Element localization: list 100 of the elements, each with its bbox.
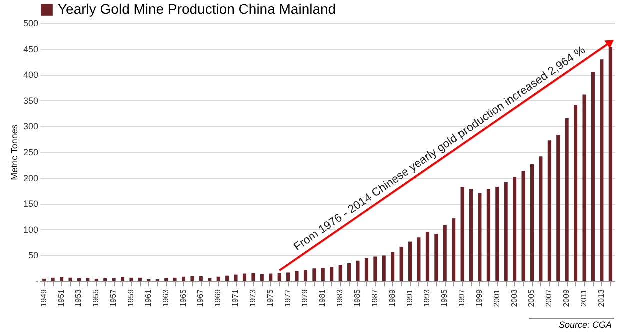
y-tick-label: 250 bbox=[23, 148, 38, 158]
bar bbox=[574, 105, 578, 281]
bar bbox=[452, 218, 456, 281]
bar bbox=[321, 268, 325, 281]
x-tick-label: 1997 bbox=[458, 288, 467, 308]
x-tick-label: 2001 bbox=[492, 288, 502, 308]
x-tick-label: 2005 bbox=[527, 288, 536, 308]
bar bbox=[582, 94, 586, 281]
x-tick-label: 1963 bbox=[161, 288, 170, 308]
x-tick-label: 1991 bbox=[405, 288, 414, 308]
bar bbox=[530, 164, 534, 281]
x-tick-label: 2007 bbox=[544, 288, 554, 308]
legend-label: Yearly Gold Mine Production China Mainland bbox=[58, 1, 336, 17]
bar bbox=[374, 256, 378, 281]
bar bbox=[286, 272, 290, 281]
bar bbox=[469, 189, 474, 281]
x-tick-label: 1983 bbox=[336, 288, 345, 308]
bar bbox=[443, 225, 447, 281]
bar bbox=[226, 276, 230, 281]
x-tick-label: 1959 bbox=[126, 288, 136, 308]
bar bbox=[121, 277, 125, 281]
bar bbox=[504, 182, 508, 281]
x-tick-label: 1961 bbox=[144, 288, 153, 308]
x-tick-label: 1999 bbox=[474, 288, 484, 308]
bar bbox=[77, 278, 81, 281]
bar bbox=[182, 276, 186, 281]
x-tick-label: 1953 bbox=[74, 288, 84, 308]
bar bbox=[278, 273, 282, 281]
y-tick-label: 50 bbox=[28, 250, 38, 261]
bar bbox=[591, 72, 595, 281]
bar bbox=[382, 256, 386, 281]
x-tick-label: 1955 bbox=[92, 288, 101, 308]
bar bbox=[338, 265, 342, 281]
bar bbox=[260, 274, 264, 281]
bar bbox=[208, 278, 212, 281]
bar bbox=[138, 278, 142, 281]
bar bbox=[408, 242, 412, 281]
bar bbox=[68, 278, 72, 281]
y-tick-label: 400 bbox=[23, 70, 38, 80]
bar bbox=[242, 274, 246, 281]
bar bbox=[216, 276, 220, 281]
x-tick-label: 1995 bbox=[440, 288, 450, 308]
x-tick-label: 1975 bbox=[266, 288, 275, 308]
bar bbox=[496, 187, 500, 281]
bar bbox=[269, 274, 273, 281]
y-tick-label: 500 bbox=[23, 18, 38, 28]
bar bbox=[400, 246, 404, 281]
x-tick-label: 2011 bbox=[580, 288, 589, 307]
x-tick-label: 1957 bbox=[109, 288, 118, 308]
x-tick-label: 1981 bbox=[318, 288, 328, 308]
x-tick-label: 1979 bbox=[300, 288, 310, 308]
bar bbox=[252, 273, 256, 281]
bar bbox=[112, 278, 116, 281]
source-note: Source: CGA bbox=[528, 318, 614, 330]
x-tick-label: 1987 bbox=[370, 288, 380, 308]
bar bbox=[199, 276, 203, 281]
x-tick-label: 1949 bbox=[39, 288, 48, 308]
bar bbox=[130, 278, 134, 281]
x-tick-label: 2009 bbox=[562, 288, 572, 308]
x-tick-label: 1971 bbox=[231, 288, 240, 308]
x-tick-label: 1993 bbox=[422, 288, 432, 308]
bar bbox=[304, 270, 308, 281]
y-tick-label: 300 bbox=[23, 122, 38, 132]
x-tick-label: 1985 bbox=[352, 288, 362, 308]
y-tick-label: 100 bbox=[23, 224, 38, 235]
bar bbox=[486, 189, 490, 281]
bar bbox=[417, 238, 421, 281]
x-tick-label: 1977 bbox=[283, 288, 292, 308]
bar bbox=[426, 232, 430, 281]
bar bbox=[295, 271, 299, 281]
bar bbox=[60, 277, 64, 281]
bar bbox=[513, 177, 517, 281]
bar bbox=[539, 156, 543, 281]
bar bbox=[556, 134, 560, 281]
y-tick-label: 450 bbox=[23, 44, 38, 54]
x-tick-label: 2013 bbox=[596, 288, 606, 308]
y-tick-label: 350 bbox=[23, 96, 38, 106]
bar bbox=[234, 274, 238, 281]
x-tick-label: 2003 bbox=[510, 288, 519, 308]
bar bbox=[164, 278, 168, 281]
bar bbox=[348, 263, 352, 281]
x-tick-label: 1989 bbox=[388, 288, 397, 308]
bar bbox=[391, 252, 395, 281]
bar bbox=[86, 278, 90, 281]
bar bbox=[548, 140, 552, 281]
bar bbox=[522, 171, 526, 281]
y-tick-label: - bbox=[36, 276, 38, 286]
x-tick-label: 1973 bbox=[248, 288, 258, 308]
x-tick-label: 1965 bbox=[178, 288, 188, 308]
x-tick-label: 1967 bbox=[196, 288, 206, 308]
bar bbox=[565, 118, 569, 281]
y-tick-label: 200 bbox=[23, 173, 38, 184]
bar bbox=[104, 278, 108, 281]
y-axis-title: Metric Tonnes bbox=[9, 124, 20, 180]
bar bbox=[356, 260, 360, 281]
bar bbox=[190, 276, 194, 281]
bar bbox=[51, 278, 55, 281]
bar bbox=[478, 193, 482, 281]
bar bbox=[600, 60, 604, 281]
bar bbox=[434, 234, 438, 281]
